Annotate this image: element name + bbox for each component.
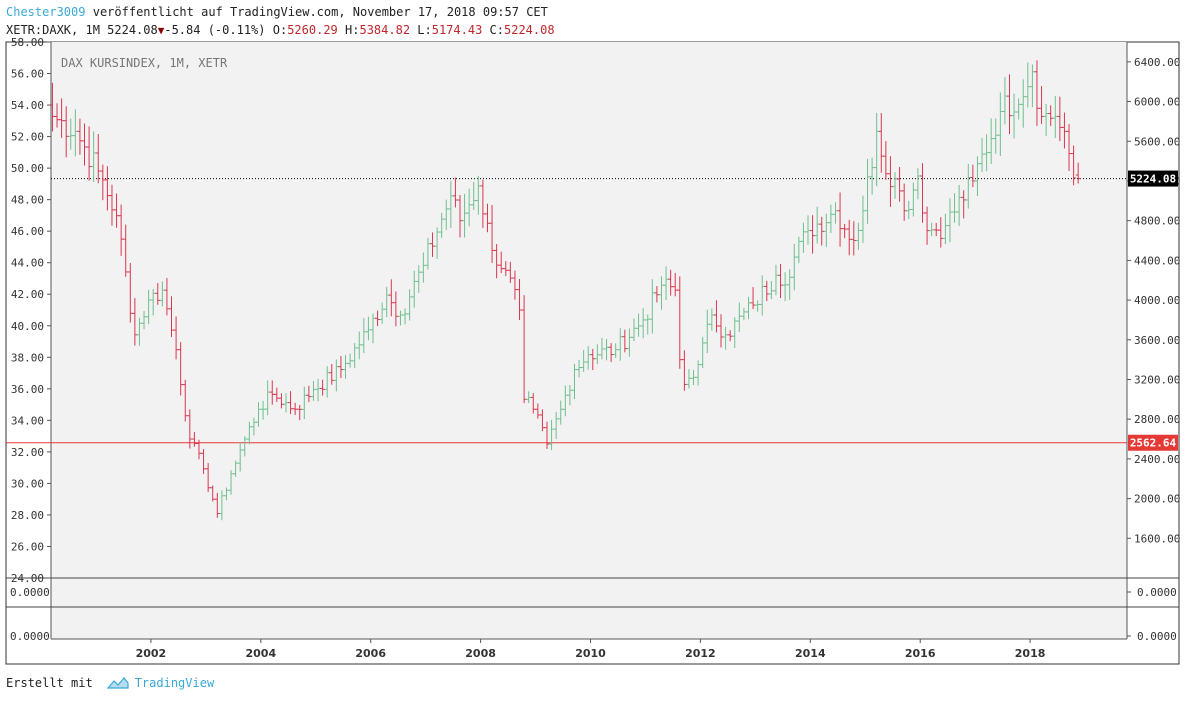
left-tick-label: 28.00 [11,509,44,522]
low-label: L: [417,23,432,37]
footer: Erstellt mit TradingView [6,676,214,690]
tradingview-logo-icon [106,677,129,689]
open-label: O: [272,23,288,37]
left-tick-label: 52.00 [11,131,44,144]
left-tick-label: 26.00 [11,540,44,553]
right-tick-label: 6000.00 [1134,96,1180,109]
high-value: 5384.82 [359,23,411,37]
last-price-label: 5224.08 [1130,173,1176,186]
left-tick-label: 56.00 [11,68,44,81]
x-tick-label: 2002 [136,647,167,660]
right-tick-label: 2000.00 [1134,493,1180,506]
x-tick-label: 2012 [685,647,716,660]
x-tick-label: 2018 [1015,647,1046,660]
sub-panel-left-label: 0.0000 [10,630,50,643]
publish-line: Chester3009 veröffentlicht auf TradingVi… [6,5,548,19]
created-with-text: Erstellt mit [6,676,93,690]
left-tick-label: 54.00 [11,99,44,112]
x-tick-label: 2006 [355,647,386,660]
left-tick-label: 34.00 [11,414,44,427]
left-tick-label: 58.00 [11,36,44,49]
right-tick-label: 2400.00 [1134,453,1180,466]
left-tick-label: 44.00 [11,257,44,270]
left-tick-label: 30.00 [11,477,44,490]
left-tick-label: 48.00 [11,194,44,207]
x-tick-label: 2014 [795,647,826,660]
sub-panel-left-label: 0.0000 [10,586,50,599]
chart-watermark: DAX KURSINDEX, 1M, XETR [61,56,228,70]
down-arrow-icon: ▼ [157,24,165,37]
high-label: H: [345,23,360,37]
last-price-badge [1128,170,1178,187]
tradingview-link[interactable]: TradingView [134,676,215,690]
x-tick-label: 2016 [905,647,936,660]
left-tick-label: 46.00 [11,225,44,238]
right-tick-label: 5600.00 [1134,135,1180,148]
support-line-label: 2562.64 [1130,437,1177,450]
right-tick-label: 3600.00 [1134,334,1180,347]
right-tick-label: 4000.00 [1134,294,1180,307]
author-link[interactable]: Chester3009 [6,5,86,19]
low-value: 5174.43 [431,23,483,37]
right-tick-label: 4800.00 [1134,215,1180,228]
close-label: C: [489,23,504,37]
sub-panel-right-label: 0.0000 [1137,586,1177,599]
x-tick-label: 2010 [575,647,606,660]
close-value: 5224.08 [504,23,555,37]
right-tick-label: 6400.00 [1134,56,1180,69]
plot-background [51,42,1127,639]
right-tick-label: 4400.00 [1134,254,1180,267]
symbol-label: XETR:DAXK, 1M [6,23,100,37]
sub-panel-right-label: 0.0000 [1137,630,1177,643]
right-tick-label: 1600.00 [1134,532,1180,545]
left-tick-label: 38.00 [11,351,44,364]
left-tick-label: 24.00 [11,572,44,585]
support-line-badge [1128,434,1178,451]
ohlc-bar [1071,145,1077,186]
left-tick-label: 40.00 [11,320,44,333]
change-value: -5.84 (-0.11%) [164,23,266,37]
last-value: 5224.08 [107,23,158,37]
left-tick-label: 50.00 [11,162,44,175]
x-tick-label: 2008 [465,647,496,660]
open-value: 5260.29 [287,23,338,37]
left-tick-label: 42.00 [11,288,44,301]
right-tick-label: 3200.00 [1134,373,1180,386]
published-text: veröffentlicht auf TradingView.com, Nove… [92,5,548,19]
x-tick-label: 2004 [245,647,276,660]
ohlc-line: XETR:DAXK, 1M 5224.08▼-5.84 (-0.11%) O:5… [6,23,555,37]
left-tick-label: 32.00 [11,446,44,459]
ohlc-bar [1075,162,1081,184]
right-tick-label: 2800.00 [1134,413,1180,426]
left-tick-label: 36.00 [11,383,44,396]
